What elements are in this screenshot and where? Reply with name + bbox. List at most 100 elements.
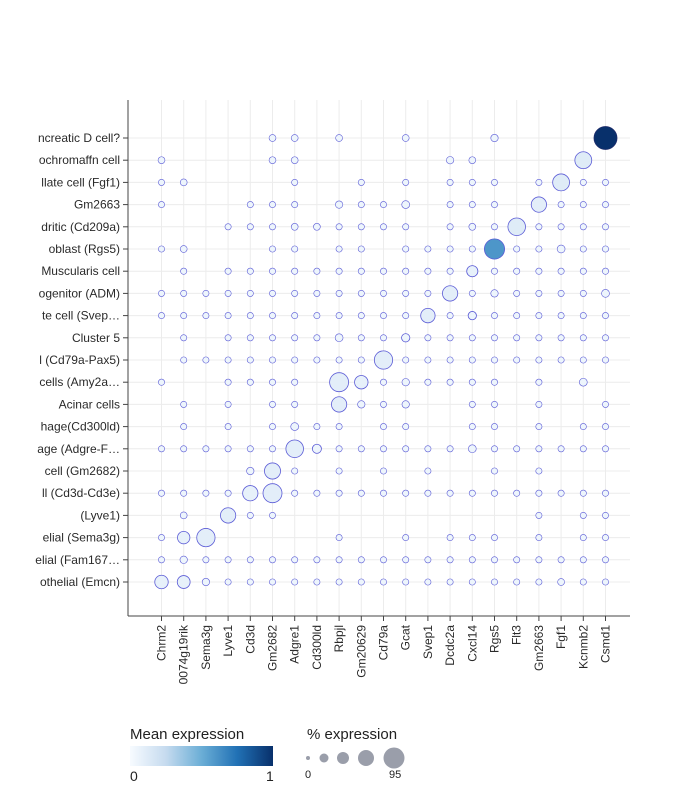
x-tick-label: Gm2682 xyxy=(266,625,280,671)
dot-Dcdc2a-row2 xyxy=(446,178,454,186)
dot-0074g19rik-row20 xyxy=(176,575,191,589)
dot-Kcnmb2-row18 xyxy=(579,534,587,542)
dot-Gm2663-row12 xyxy=(535,400,543,408)
dot-Sema3g-row16 xyxy=(202,489,210,497)
dot-Rgs5-row19 xyxy=(491,556,498,564)
dot-Rgs5-row2 xyxy=(491,178,498,186)
dot-Adgre1-row5 xyxy=(291,245,299,253)
dot-Chrm2-row16 xyxy=(158,489,165,497)
dot-Fgf1-row16 xyxy=(557,489,565,497)
dot-0074g19rik-row10 xyxy=(180,356,188,364)
dot-Gm2682-row1 xyxy=(268,156,277,164)
x-tick-label: Cd79a xyxy=(377,625,391,661)
dot-Dcdc2a-row7 xyxy=(442,285,459,302)
dot-Chrm2-row19 xyxy=(158,556,165,564)
mean-expression-min-label: 0 xyxy=(130,768,138,784)
dot-0074g19rik-row9 xyxy=(180,334,188,342)
dot-Svep1-row8 xyxy=(420,307,436,324)
dot-Cxcl14-row1 xyxy=(468,156,477,164)
dot-0074g19rik-row2 xyxy=(179,178,188,187)
dot-Cd3d-row17 xyxy=(246,511,254,519)
x-tick-label: Sema3g xyxy=(199,625,213,670)
dot-Gm2663-row20 xyxy=(535,578,543,586)
dot-Adgre1-row13 xyxy=(290,422,299,431)
dot-Gm2682-row20 xyxy=(269,578,276,586)
x-tick-label: Fgf1 xyxy=(554,625,568,649)
y-tick-label: (Lyve1) xyxy=(80,508,120,522)
x-tick-label: Gm2663 xyxy=(532,625,546,671)
y-tick-label: ll (Cd3d-Cd3e) xyxy=(42,486,120,500)
dot-Flt3-row4 xyxy=(507,217,526,237)
dot-Gm2682-row13 xyxy=(269,423,276,431)
dot-Kcnmb2-row6 xyxy=(579,267,587,275)
dot-Svep1-row11 xyxy=(424,378,432,386)
dot-Gm2663-row2 xyxy=(535,178,543,186)
dot-Kcnmb2-row2 xyxy=(579,178,587,186)
dot-Rbpjl-row19 xyxy=(335,556,343,564)
dot-Adgre1-row6 xyxy=(291,267,299,275)
dot-Dcdc2a-row11 xyxy=(446,378,454,386)
dot-Rgs5-row14 xyxy=(491,445,498,453)
dot-Flt3-row8 xyxy=(513,312,521,320)
dot-Kcnmb2-row9 xyxy=(579,334,587,342)
dot-Gm2663-row11 xyxy=(535,378,543,386)
dot-Gm2682-row3 xyxy=(269,201,276,209)
dot-Adgre1-row9 xyxy=(291,334,299,342)
y-tick-label: oblast (Rgs5) xyxy=(49,242,120,256)
dot-Gm20629-row4 xyxy=(357,223,365,231)
dot-Cxcl14-row18 xyxy=(468,534,476,542)
dot-Dcdc2a-row6 xyxy=(446,267,454,275)
dot-Rgs5-row8 xyxy=(491,312,498,320)
dot-Sema3g-row14 xyxy=(202,445,210,453)
dot-Cd3d-row20 xyxy=(246,578,254,586)
x-tick-label: Adgre1 xyxy=(288,625,302,664)
dot-Rgs5-row16 xyxy=(491,489,498,497)
dot-Svep1-row6 xyxy=(424,267,432,275)
dot-Cd3d-row10 xyxy=(246,356,254,364)
dot-Adgre1-row4 xyxy=(290,223,299,231)
dot-Cd300ld-row19 xyxy=(313,556,321,564)
dot-Cd300ld-row20 xyxy=(313,578,321,586)
dot-Cxcl14-row9 xyxy=(468,334,476,342)
dot-Cxcl14-row16 xyxy=(468,489,476,497)
dot-Gm20629-row7 xyxy=(357,289,365,297)
y-axis-labels: ncreatic D cell? ochromaffn cell llate cel… xyxy=(35,131,120,589)
dot-Flt3-row6 xyxy=(513,267,521,275)
dot-Gcat-row10 xyxy=(402,356,410,364)
dot-Rbpjl-row9 xyxy=(334,333,344,343)
dot-Csmd1-row17 xyxy=(602,511,609,519)
dot-0074g19rik-row17 xyxy=(179,511,188,520)
x-tick-label: Cxcl14 xyxy=(465,625,479,662)
dot-Chrm2-row18 xyxy=(158,534,165,542)
dot-Adgre1-row16 xyxy=(291,489,299,497)
dot-Cd79a-row6 xyxy=(380,267,387,275)
dot-Gcat-row12 xyxy=(401,400,410,409)
size-legend-dot-2 xyxy=(319,753,329,763)
y-tick-label: l (Cd79a-Pax5) xyxy=(39,353,120,367)
dot-0074g19rik-row12 xyxy=(180,400,188,408)
dot-0074g19rik-row16 xyxy=(180,489,188,497)
dot-Adgre1-row0 xyxy=(290,134,299,142)
dot-Cxcl14-row20 xyxy=(468,578,476,586)
dot-Gm2663-row16 xyxy=(535,489,543,497)
dot-Gm20629-row12 xyxy=(357,400,366,409)
dot-Cd300ld-row9 xyxy=(313,334,321,342)
dot-Csmd1-row19 xyxy=(602,556,609,564)
dot-Cd300ld-row10 xyxy=(313,356,321,364)
dot-0074g19rik-row5 xyxy=(179,245,188,253)
dot-Csmd1-row2 xyxy=(602,178,609,186)
mean-expression-legend-title: Mean expression xyxy=(130,726,245,743)
dot-Fgf1-row14 xyxy=(557,445,565,453)
dot-Lyve1-row16 xyxy=(224,489,232,497)
dot-Gcat-row18 xyxy=(402,534,410,542)
dot-Csmd1-row16 xyxy=(602,489,609,497)
x-tick-label: 0074g19rik xyxy=(177,624,191,684)
dot-Rgs5-row10 xyxy=(491,356,498,364)
dot-Adgre1-row14 xyxy=(285,439,304,459)
dot-Gm20629-row20 xyxy=(357,578,365,586)
dot-Gm2682-row4 xyxy=(269,223,276,231)
dot-Cd3d-row16 xyxy=(242,485,259,502)
dot-Adgre1-row11 xyxy=(291,378,299,386)
dot-Lyve1-row10 xyxy=(224,356,232,364)
dot-Rbpjl-row6 xyxy=(335,267,343,275)
